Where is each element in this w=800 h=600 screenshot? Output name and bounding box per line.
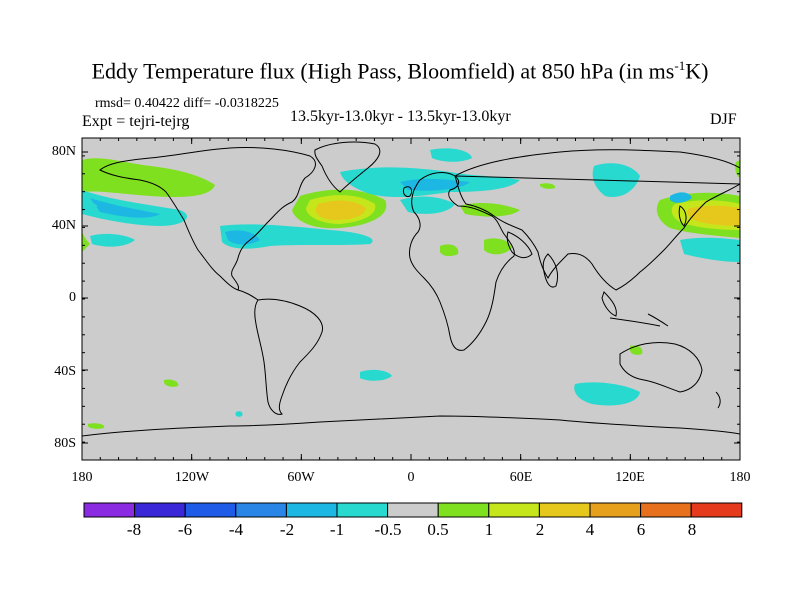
lon-label-0: 0 bbox=[407, 470, 415, 485]
map-ticks bbox=[81, 137, 741, 461]
patch-south-pacific-green bbox=[164, 379, 179, 387]
coastlines bbox=[82, 141, 740, 437]
patch-australia-green bbox=[630, 345, 643, 355]
patch-nw-pacific-orange bbox=[687, 205, 740, 226]
lat-label-equator: 0 bbox=[69, 290, 76, 305]
patch-pacific-blue bbox=[90, 198, 160, 218]
period-label: 13.5kyr-13.0kyr - 13.5kyr-13.0kyr bbox=[290, 108, 511, 125]
lon-label-120w: 120W bbox=[174, 470, 210, 485]
patch-indian-ocean-cyan bbox=[574, 382, 640, 406]
patch-south-atlantic-cyan bbox=[360, 369, 392, 381]
colorbar-box bbox=[640, 502, 692, 518]
patch-ne-pacific-cyan bbox=[90, 233, 135, 247]
coast-southeast-asia bbox=[601, 291, 617, 317]
anomaly-patches bbox=[82, 148, 740, 429]
colorbar-label: 1 bbox=[484, 520, 494, 539]
lon-label-60w: 60W bbox=[287, 470, 315, 485]
coast-central-america bbox=[237, 289, 259, 301]
map-title: Eddy Temperature flux (High Pass, Bloomf… bbox=[91, 58, 709, 84]
patch-europe-blue bbox=[400, 178, 470, 191]
colorbar-box bbox=[336, 502, 389, 518]
patch-pacific-nw-cyan bbox=[82, 203, 98, 210]
lat-label-40n: 40N bbox=[51, 218, 76, 233]
colorbar-label: -6 bbox=[177, 520, 193, 539]
patch-us-blue bbox=[225, 230, 260, 245]
lon-label-120e: 120E bbox=[615, 470, 645, 485]
lon-label-180w: 180 bbox=[71, 470, 93, 485]
patch-alaska-green bbox=[82, 232, 90, 252]
lat-label-80n: 80N bbox=[51, 144, 76, 159]
coast-uk bbox=[403, 186, 413, 197]
coast-australia bbox=[619, 341, 703, 393]
colorbar-box bbox=[488, 502, 540, 518]
lat-label-40s: 40S bbox=[54, 364, 76, 379]
patch-south-cyan-small bbox=[235, 411, 243, 417]
colorbar-box bbox=[134, 502, 186, 518]
colorbar-box bbox=[184, 502, 237, 518]
patch-ne-africa-green bbox=[484, 238, 512, 255]
patch-pacific-nw-green bbox=[82, 158, 215, 197]
colorbar-box bbox=[83, 502, 136, 518]
coast-north-america bbox=[99, 146, 316, 291]
lon-label-60e: 60E bbox=[509, 470, 533, 485]
colorbar-box bbox=[690, 502, 743, 518]
coast-asia bbox=[454, 149, 740, 291]
lon-label-180e: 180 bbox=[729, 470, 751, 485]
colorbar-label: 0.5 bbox=[427, 520, 449, 539]
patch-pacific-cyan bbox=[82, 190, 188, 226]
colorbar-box bbox=[235, 502, 287, 518]
colorbar-label: 8 bbox=[687, 520, 697, 539]
patch-arabia-green bbox=[440, 244, 459, 257]
patch-atlantic-orange bbox=[315, 200, 366, 220]
colorbar-label: -2 bbox=[279, 520, 295, 539]
coast-indonesia bbox=[609, 313, 669, 327]
colorbar-boxes bbox=[83, 502, 743, 518]
season-label: DJF bbox=[710, 111, 737, 128]
coast-greenland bbox=[314, 141, 381, 193]
colorbar-box bbox=[285, 502, 338, 518]
patch-europe-cyan bbox=[400, 196, 455, 214]
patch-pacific-east-cyan bbox=[680, 237, 740, 262]
colorbar-label: 4 bbox=[585, 520, 595, 539]
coast-india bbox=[542, 253, 559, 288]
patch-south-pacific-green-2 bbox=[88, 423, 105, 429]
colorbar-box bbox=[437, 502, 490, 518]
patch-asia-green bbox=[540, 183, 556, 189]
patch-atlantic-cyan bbox=[220, 224, 373, 249]
colorbar-label: -8 bbox=[126, 520, 142, 539]
colorbar-box bbox=[538, 502, 591, 518]
colorbar-box bbox=[589, 502, 642, 518]
lat-label-80s: 80S bbox=[54, 436, 76, 451]
colorbar-label: -0.5 bbox=[374, 520, 402, 539]
patch-east-asia-cyan-blue bbox=[670, 192, 692, 203]
coast-europe-africa bbox=[409, 172, 515, 351]
coast-new-zealand bbox=[715, 391, 721, 409]
coast-antarctica bbox=[82, 415, 740, 437]
experiment-label: Expt = tejri-tejrg bbox=[82, 113, 190, 130]
colorbar-label: -4 bbox=[228, 520, 244, 539]
coast-arabia bbox=[506, 231, 533, 259]
rmsd-diff-stats: rmsd= 0.40422 diff= -0.0318225 bbox=[95, 96, 279, 111]
colorbar-label: 6 bbox=[636, 520, 646, 539]
colorbar-label: 2 bbox=[535, 520, 545, 539]
colorbar-label: -1 bbox=[329, 520, 345, 539]
colorbar-box bbox=[387, 502, 439, 518]
coast-japan bbox=[678, 205, 687, 227]
patch-greenland-cyan bbox=[430, 148, 472, 162]
coast-south-america bbox=[254, 298, 324, 415]
